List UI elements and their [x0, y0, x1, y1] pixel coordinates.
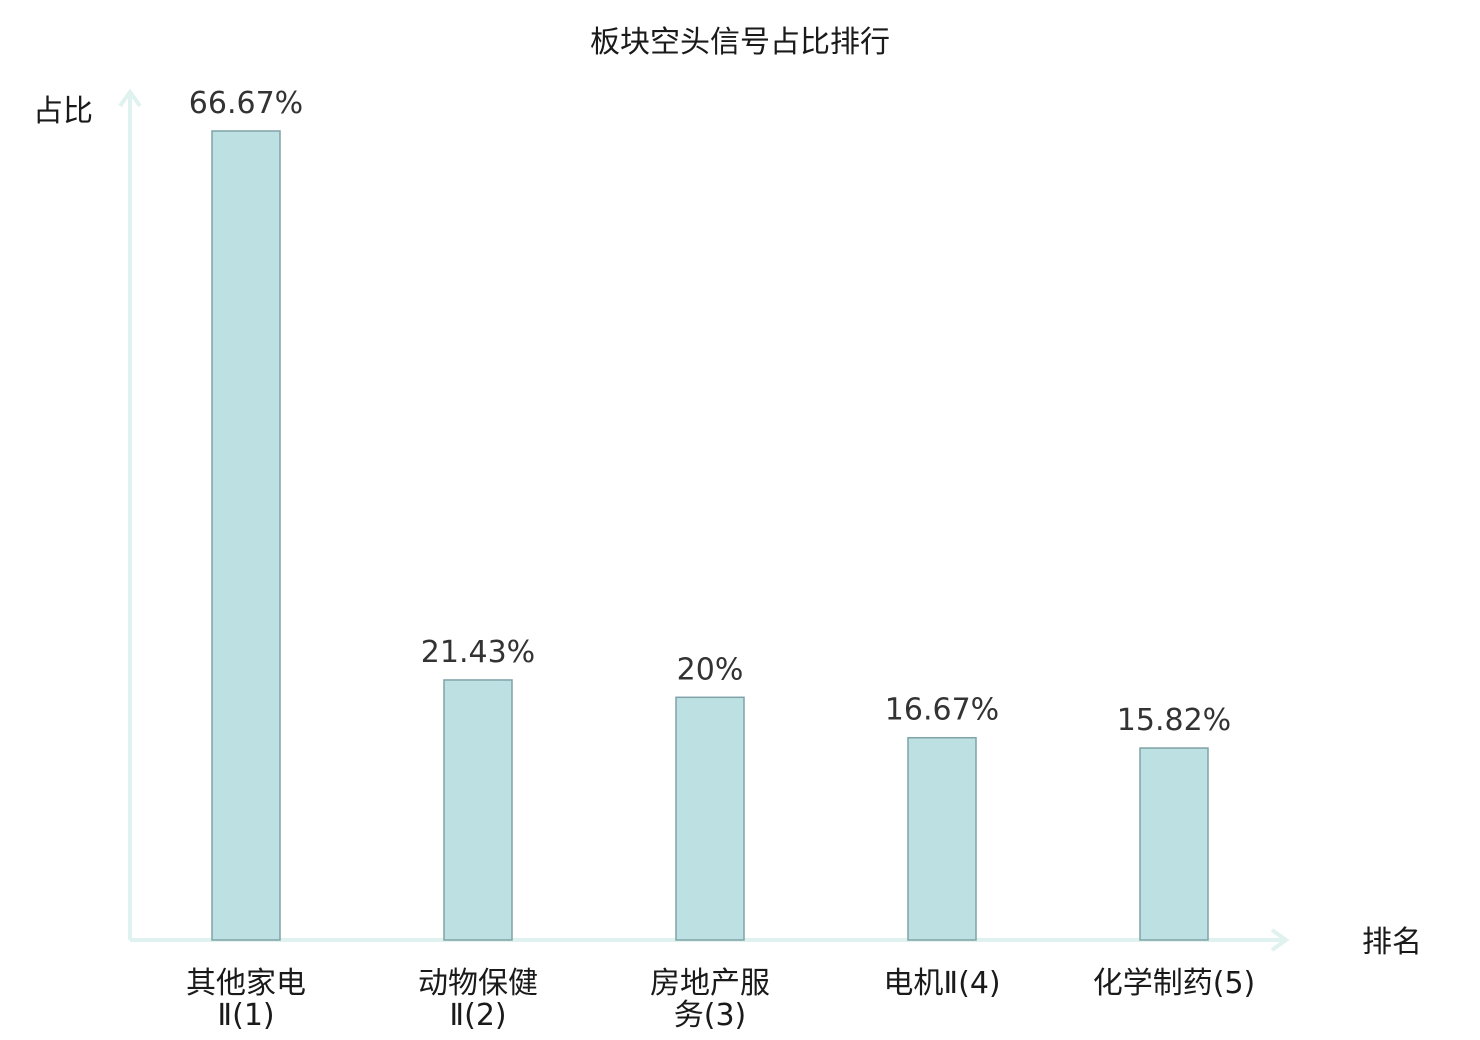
category-label-line: 化学制药(5): [1093, 966, 1256, 1001]
category-label-4: 电机Ⅱ(4): [883, 966, 1000, 1001]
category-label-line: 务(3): [674, 998, 747, 1033]
bar-series: [211, 130, 1209, 941]
category-label-1: 其他家电 Ⅱ(1): [186, 966, 306, 1033]
bar-4: [907, 736, 977, 941]
x-axis-arrowhead: [1270, 928, 1290, 952]
category-label-line: 电机Ⅱ(4): [883, 966, 1000, 1001]
category-label-line: 动物保健: [418, 966, 538, 1001]
category-label-2: 动物保健 Ⅱ(2): [418, 966, 538, 1033]
x-axis-label: 排名: [1362, 925, 1422, 960]
category-label-line: 其他家电: [186, 966, 306, 1001]
value-label-2: 21.43%: [421, 635, 535, 670]
bar-2: [443, 679, 513, 941]
chart-title: 板块空头信号占比排行: [590, 25, 890, 60]
category-label-line: Ⅱ(1): [217, 998, 274, 1033]
y-axis-label: 占比: [33, 94, 93, 129]
value-label-4: 16.67%: [885, 693, 999, 728]
category-label-3: 房地产服务(3): [650, 966, 770, 1033]
value-label-3: 20%: [677, 652, 744, 687]
bar-5: [1139, 747, 1209, 941]
category-label-5: 化学制药(5): [1093, 966, 1256, 1001]
bar-1: [211, 130, 281, 941]
value-label-5: 15.82%: [1117, 703, 1231, 738]
value-label-1: 66.67%: [189, 86, 303, 121]
category-label-line: Ⅱ(2): [449, 998, 506, 1033]
y-axis-arrowhead: [118, 88, 142, 108]
value-labels: 66.67% 21.43% 20% 16.67% 15.82%: [189, 86, 1231, 738]
bar-3: [675, 696, 745, 941]
category-labels: 其他家电 Ⅱ(1) 动物保健 Ⅱ(2) 房地产服务(3) 电机Ⅱ(4) 化学制药(5): [186, 966, 1255, 1033]
category-label-line: 房地产服: [650, 966, 770, 1001]
